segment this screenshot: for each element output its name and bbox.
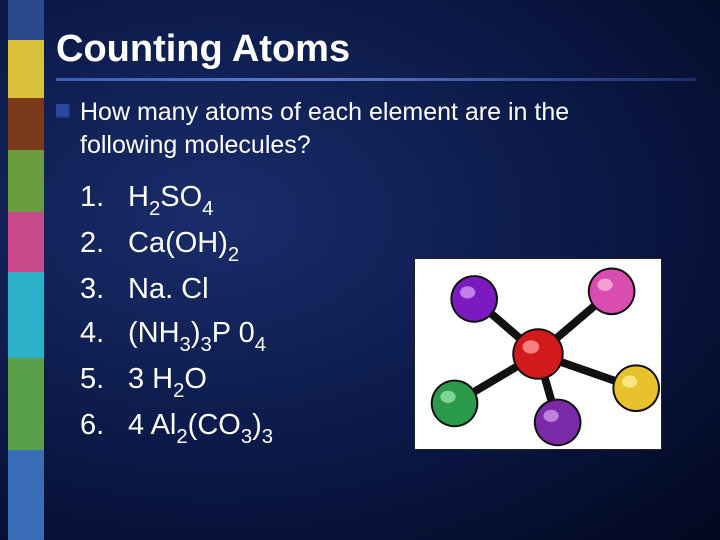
formula: 3 H2O: [128, 358, 207, 404]
sidebar-block: [8, 358, 44, 450]
title-underline: [56, 78, 696, 81]
sidebar-block: [8, 272, 44, 358]
list-number: 4.: [80, 312, 128, 356]
list-number: 6.: [80, 404, 128, 448]
formula: 4 Al2(CO3)3: [128, 404, 273, 450]
list-item: 4.(NH3)3P 04: [80, 312, 273, 358]
list-item: 6.4 Al2(CO3)3: [80, 404, 273, 450]
list-item: 2.Ca(OH)2: [80, 222, 273, 268]
question-text: How many atoms of each element are in th…: [80, 96, 660, 161]
list-item: 1.H2SO4: [80, 176, 273, 222]
list-number: 2.: [80, 222, 128, 266]
sidebar-block: [8, 450, 44, 540]
list-item: 5.3 H2O: [80, 358, 273, 404]
formula: Ca(OH)2: [128, 222, 239, 268]
list-number: 3.: [80, 268, 128, 312]
sidebar-color-strip: [8, 0, 44, 540]
list-number: 1.: [80, 176, 128, 220]
sidebar-block: [8, 40, 44, 98]
formula-list: 1.H2SO42.Ca(OH)23.Na. Cl4.(NH3)3P 045.3 …: [80, 176, 273, 451]
slide-title: Counting Atoms: [56, 28, 350, 71]
sidebar-block: [8, 212, 44, 272]
formula: (NH3)3P 04: [128, 312, 266, 358]
list-item: 3.Na. Cl: [80, 268, 273, 312]
sidebar-block: [8, 150, 44, 212]
formula: H2SO4: [128, 176, 213, 222]
sidebar-block: [8, 0, 44, 40]
formula: Na. Cl: [128, 268, 209, 312]
sidebar-block: [8, 98, 44, 150]
molecule-illustration: [414, 258, 662, 450]
list-number: 5.: [80, 358, 128, 402]
bullet-icon: [56, 104, 70, 118]
